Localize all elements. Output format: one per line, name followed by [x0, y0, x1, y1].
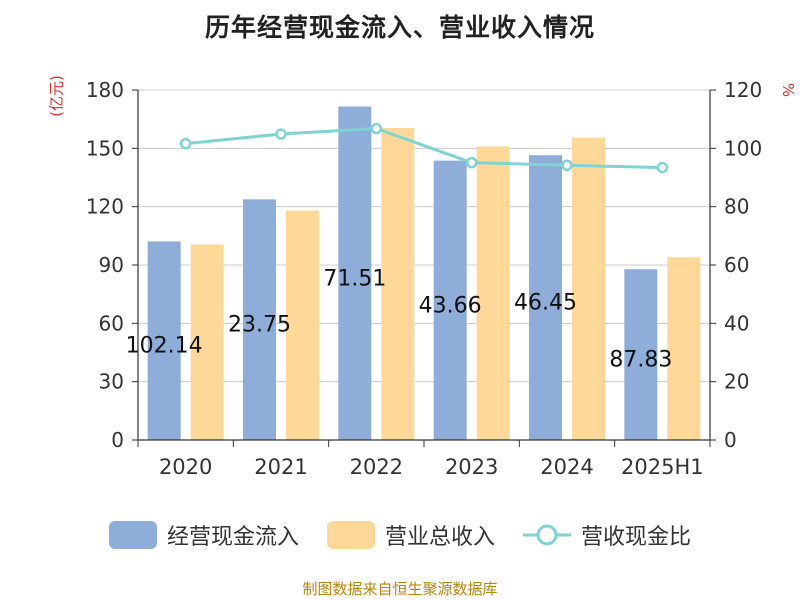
- point-cash-ratio: [275, 128, 287, 140]
- data-label: 23.75: [228, 313, 291, 338]
- data-source-note: 制图数据来自恒生聚源数据库: [302, 580, 498, 598]
- bar-cash-inflow: [624, 269, 658, 440]
- legend-swatch-cash-ratio: [523, 524, 571, 546]
- legend-swatch-revenue: [326, 521, 375, 549]
- y-left-tick-label: 90: [99, 253, 124, 277]
- y-left-tick-label: 150: [86, 136, 124, 160]
- x-tick-label: 2022: [350, 455, 403, 479]
- y-right-tick-label: 80: [724, 195, 749, 219]
- bar-cash-inflow: [243, 199, 276, 440]
- bar-revenue: [190, 244, 224, 440]
- point-cash-ratio: [561, 159, 573, 171]
- x-tick-label: 2021: [254, 455, 307, 479]
- bar-cash-inflow: [147, 241, 181, 440]
- point-cash-ratio: [179, 137, 192, 150]
- point-cash-ratio: [370, 122, 383, 135]
- data-label: 102.14: [126, 334, 203, 359]
- bar-cash-inflow: [433, 160, 467, 440]
- bar-cash-inflow: [529, 155, 562, 440]
- legend-item-cash-ratio[interactable]: 营收现金比: [523, 519, 691, 551]
- data-label: 87.83: [609, 348, 672, 373]
- point-cash-ratio: [465, 156, 478, 169]
- legend-label-revenue: 营业总收入: [384, 525, 495, 550]
- y-right-tick-label: 120: [724, 78, 762, 102]
- chart-title: 历年经营现金流入、营业收入情况: [204, 13, 595, 42]
- line-cash-ratio: [185, 126, 663, 170]
- y-left-tick-label: 180: [86, 78, 124, 102]
- y-left-tick-label: 60: [99, 311, 124, 335]
- legend-swatch-cash-inflow: [108, 521, 157, 549]
- legend-label-cash-inflow: 经营现金流入: [166, 525, 299, 550]
- bar-revenue: [667, 257, 701, 440]
- legend-item-revenue[interactable]: 营业总收入: [326, 519, 495, 551]
- y-left-tick-label: 0: [111, 428, 124, 452]
- y-left-tick-label: 30: [99, 370, 124, 394]
- y-left-tick-label: 120: [86, 195, 124, 219]
- data-label: 71.51: [323, 266, 386, 291]
- y-right-tick-label: 20: [724, 370, 749, 394]
- y-right-tick-label: 100: [724, 136, 762, 160]
- x-tick-label: 2023: [445, 455, 498, 479]
- bar-revenue: [286, 210, 319, 440]
- legend-label-cash-ratio: 营收现金比: [581, 525, 692, 550]
- point-cash-ratio: [656, 161, 669, 174]
- data-label: 46.45: [514, 291, 577, 316]
- y-right-tick-label: 40: [724, 311, 749, 335]
- x-tick-label: 2025H1: [621, 455, 704, 479]
- data-label: 43.66: [419, 293, 482, 318]
- legend: 经营现金流入 营业总收入 营收现金比: [0, 518, 800, 552]
- bar-revenue: [572, 137, 605, 440]
- bar-revenue: [476, 146, 510, 440]
- bar-revenue: [381, 127, 415, 441]
- bar-cash-inflow: [338, 106, 372, 440]
- y-right-tick-label: 60: [724, 253, 749, 277]
- x-tick-label: 2024: [540, 455, 593, 479]
- y-right-tick-label: 0: [724, 428, 737, 452]
- legend-item-cash-inflow[interactable]: 经营现金流入: [108, 519, 299, 551]
- x-tick-label: 2020: [159, 455, 212, 479]
